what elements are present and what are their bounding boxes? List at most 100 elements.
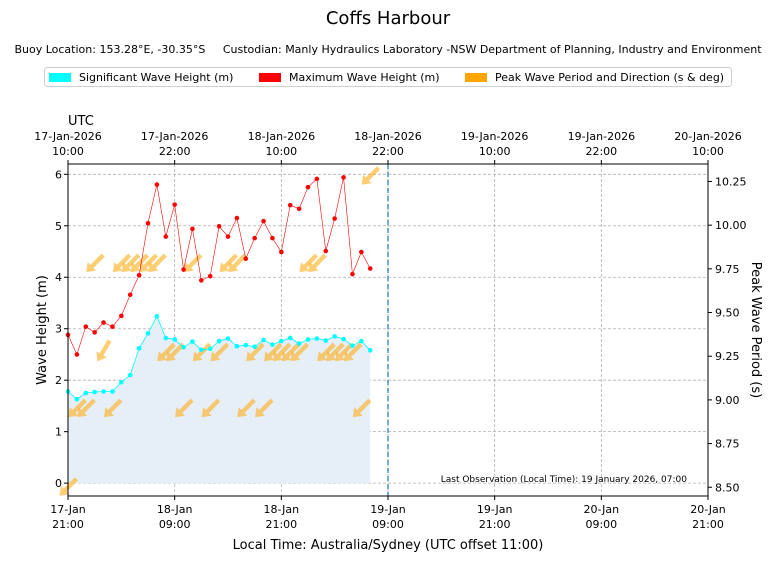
peak-period-arrow <box>130 253 150 273</box>
maximum-wave-point <box>261 218 266 224</box>
peak-period-arrow <box>175 398 194 418</box>
x-tick-date: 20-Jan <box>690 503 726 516</box>
significant-wave-point <box>145 331 151 336</box>
x-top-tick-date: 17-Jan-2026 <box>141 130 209 143</box>
maximum-wave-point <box>305 184 311 190</box>
chart-subtitle: Buoy Location: 153.28°E, -30.35°S Custod… <box>0 43 776 56</box>
x-tick-date: 18-Jan <box>264 503 300 516</box>
arrow-shape <box>103 398 123 418</box>
maximum-wave-point <box>243 256 249 262</box>
maximum-wave-point <box>163 234 169 239</box>
maximum-wave-point <box>199 278 204 283</box>
peak-period-arrow <box>290 342 310 362</box>
peak-period-arrow <box>308 253 327 273</box>
arrow-shape <box>139 253 159 273</box>
arrow-shape <box>112 253 132 273</box>
custodian: Custodian: Manly Hydraulics Laboratory -… <box>222 43 762 56</box>
significant-wave-point <box>234 343 240 349</box>
peak-period-arrow <box>246 342 265 362</box>
significant-wave-point <box>207 346 213 352</box>
significant-wave-point <box>181 344 186 350</box>
x-top-tick-time: 22:00 <box>372 145 404 158</box>
arrow-shape <box>148 253 167 273</box>
peak-period-arrows <box>59 166 381 496</box>
peak-period-arrow <box>201 398 221 418</box>
peak-period-arrow <box>121 253 141 273</box>
last-observation-annotation: Last Observation (Local Time): 19 Januar… <box>441 475 688 485</box>
significant-wave-point <box>332 334 337 339</box>
arrow-shape <box>77 398 96 418</box>
maximum-wave-point <box>279 249 284 255</box>
maximum-wave-point <box>154 182 160 187</box>
legend-swatch-maximum <box>259 73 281 82</box>
arrow-shape <box>130 253 150 273</box>
y2-tick-label: 10.25 <box>715 175 747 188</box>
maximum-wave-point <box>207 273 213 279</box>
maximum-wave-point <box>127 292 133 298</box>
significant-wave-point <box>136 345 142 351</box>
maximum-wave-point <box>145 220 151 226</box>
legend-item-maximum: Maximum Wave Height (m) <box>259 71 440 84</box>
legend-label-significant: Significant Wave Height (m) <box>79 71 234 84</box>
maximum-wave-point <box>190 226 195 232</box>
x-tick-time: 09:00 <box>585 518 617 531</box>
peak-period-arrow <box>343 342 363 362</box>
legend-item-significant: Significant Wave Height (m) <box>49 71 233 84</box>
peak-period-arrow <box>219 253 239 273</box>
peak-period-arrow <box>96 339 112 362</box>
significant-wave-point <box>287 335 293 341</box>
significant-wave-point <box>314 336 320 341</box>
maximum-wave-point <box>252 235 257 241</box>
maximum-wave-point <box>314 176 320 182</box>
x-top-tick-time: 22:00 <box>585 145 617 158</box>
significant-wave-point <box>323 338 329 343</box>
peak-period-arrow <box>139 253 159 273</box>
peak-period-arrow <box>166 342 185 362</box>
significant-wave-point <box>154 314 160 319</box>
x-top-tick-time: 10:00 <box>265 145 297 158</box>
maximum-wave-point <box>101 320 106 325</box>
arrow-shape <box>157 342 176 362</box>
peak-period-arrow <box>263 342 283 362</box>
arrow-shape <box>299 253 319 273</box>
x-top-tick-time: 10:00 <box>52 145 84 158</box>
peak-period-arrow <box>361 166 381 185</box>
maximum-wave-point <box>332 216 337 221</box>
y-axis-left: 0 1 2 3 4 5 6 <box>55 168 68 490</box>
x-tick-date: 17-Jan <box>50 503 86 516</box>
maximum-wave-point <box>92 330 97 335</box>
maximum-wave-point <box>74 352 80 357</box>
x-axis-label: Local Time: Australia/Sydney (UTC offset… <box>233 538 544 553</box>
peak-period-arrow <box>272 342 292 362</box>
significant-wave-point <box>172 337 177 342</box>
x-tick-time: 21:00 <box>265 518 297 531</box>
x-top-tick-date: 20-Jan-2026 <box>674 130 742 143</box>
peak-period-arrow <box>228 253 247 273</box>
significant-wave-point <box>92 389 97 395</box>
peak-period-arrow <box>103 398 123 418</box>
arrow-shape <box>201 398 221 418</box>
y-axis-label: Wave Height (m) <box>35 275 50 385</box>
maximum-wave-point <box>83 324 89 329</box>
x-top-tick-date: 18-Jan-2026 <box>248 130 316 143</box>
significant-wave-point <box>350 343 355 348</box>
arrow-shape <box>326 342 345 362</box>
maximum-wave-point <box>323 248 329 254</box>
x-tick-date: 18-Jan <box>157 503 193 516</box>
y-tick-label: 4 <box>55 271 62 284</box>
maximum-wave-point <box>367 266 373 271</box>
y-tick-label: 6 <box>55 168 62 181</box>
arrow-shape <box>175 398 194 418</box>
peak-period-arrow <box>210 342 230 362</box>
maximum-wave-point <box>110 324 115 329</box>
peak-period-arrow <box>299 253 319 273</box>
significant-wave-points <box>65 314 373 402</box>
arrow-shape <box>361 166 381 185</box>
significant-wave-point <box>270 342 275 347</box>
significant-wave-point <box>127 372 133 378</box>
y2-tick-label: 10.00 <box>715 219 747 232</box>
peak-period-arrow <box>255 398 274 418</box>
x-top-tick-date: 19-Jan-2026 <box>568 130 636 143</box>
arrow-shape <box>308 253 327 273</box>
y2-tick-label: 9.50 <box>715 307 740 320</box>
